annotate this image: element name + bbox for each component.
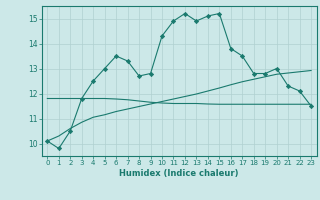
X-axis label: Humidex (Indice chaleur): Humidex (Indice chaleur)	[119, 169, 239, 178]
